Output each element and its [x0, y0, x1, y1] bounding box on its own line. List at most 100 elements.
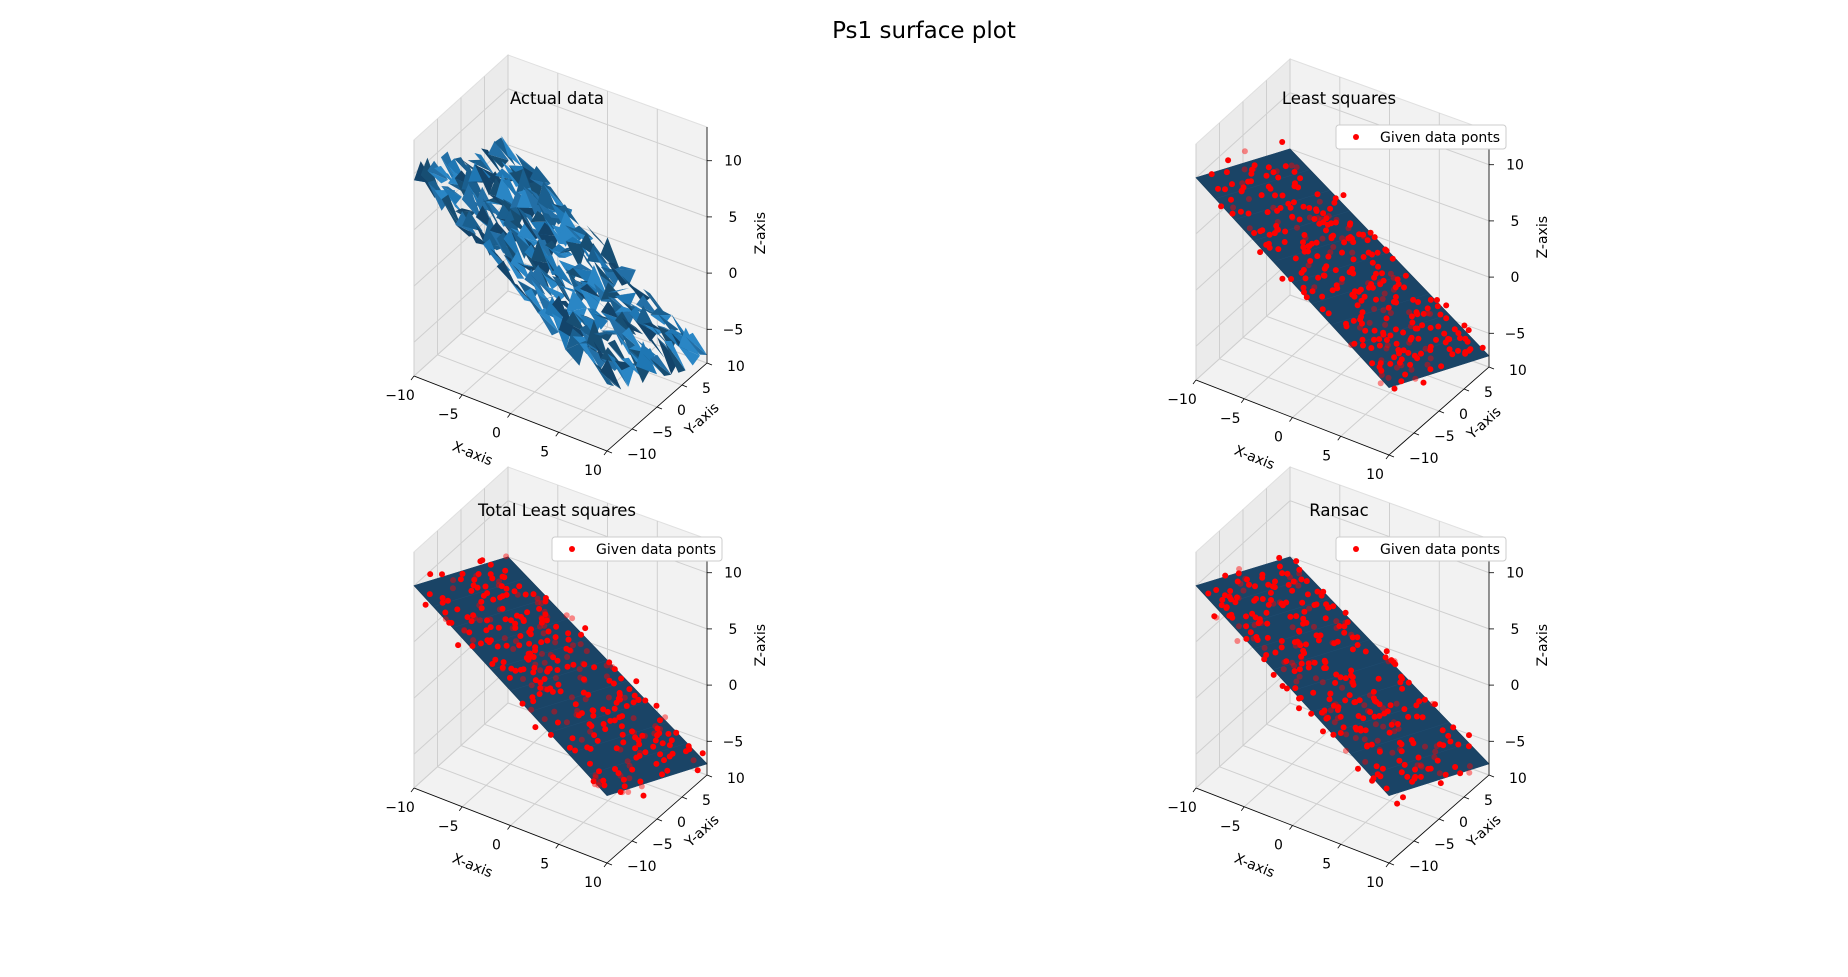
data-point [545, 628, 552, 635]
data-point [1278, 638, 1285, 644]
data-point [1327, 707, 1334, 714]
axes-3d-2: −10−50510−10−50510−50510X-axisY-axisZ-ax… [1167, 57, 1551, 483]
y-axis-label: Y-axis [681, 812, 722, 851]
data-point [1371, 234, 1378, 241]
data-point [1355, 765, 1361, 772]
data-point [1418, 350, 1424, 357]
data-point [1387, 702, 1394, 709]
x-tick-label: 10 [1366, 875, 1384, 891]
y-tick-label: 0 [1459, 815, 1468, 831]
data-point [1330, 244, 1337, 250]
data-point [661, 757, 667, 764]
data-point [552, 675, 559, 681]
data-point [527, 650, 534, 657]
data-point [1462, 335, 1469, 342]
data-point [1213, 614, 1220, 621]
data-point [469, 643, 476, 649]
data-point [1365, 280, 1372, 287]
data-point [439, 595, 446, 601]
data-point [1406, 309, 1413, 316]
data-point [618, 723, 625, 730]
data-point [1394, 800, 1401, 807]
data-point [541, 622, 548, 629]
data-point [1437, 780, 1444, 787]
data-point [1351, 293, 1358, 300]
data-point [1332, 219, 1339, 226]
legend-marker [1353, 134, 1359, 140]
data-point [618, 675, 625, 682]
data-point [1213, 587, 1220, 593]
data-point [630, 715, 637, 722]
data-point [1325, 310, 1332, 317]
data-point [1292, 579, 1299, 585]
data-point [569, 615, 576, 622]
y-tick-label: 5 [702, 381, 711, 397]
data-point [653, 760, 660, 767]
data-point [1389, 749, 1396, 756]
data-point [534, 599, 541, 606]
data-point [653, 702, 660, 709]
data-point [519, 700, 526, 707]
subplot-title: Total Least squares [477, 501, 636, 520]
legend: Given data ponts [1335, 124, 1507, 150]
data-point [522, 591, 529, 598]
data-point [1305, 243, 1312, 250]
data-point [1457, 335, 1463, 342]
data-point [1380, 705, 1387, 712]
data-point [1337, 674, 1344, 681]
data-point [552, 639, 559, 646]
y-tick-label: −5 [652, 837, 673, 853]
data-point [1341, 629, 1348, 636]
z-tick-label: −5 [1505, 326, 1526, 342]
data-point [590, 712, 597, 719]
data-point [606, 659, 613, 666]
data-point [1451, 326, 1458, 333]
x-tick-label: −10 [1167, 392, 1197, 408]
x-tick-label: −5 [1220, 411, 1241, 427]
data-point [553, 623, 560, 630]
data-point [1413, 713, 1420, 720]
scatter-points [422, 553, 706, 799]
data-point [1420, 310, 1427, 317]
subplot-title: Ransac [1309, 501, 1368, 520]
data-point [1339, 249, 1345, 256]
data-point [1400, 347, 1407, 354]
data-point [525, 656, 532, 663]
data-point [1298, 269, 1305, 276]
data-point [1320, 210, 1327, 217]
data-point [1452, 764, 1459, 770]
data-point [563, 719, 570, 726]
data-point [1317, 632, 1324, 639]
data-point [1405, 713, 1412, 720]
data-point [1245, 196, 1252, 202]
data-point [1357, 324, 1363, 331]
data-point [633, 754, 640, 761]
data-point [1283, 658, 1290, 665]
data-point [506, 674, 513, 681]
data-point [1432, 701, 1438, 708]
data-point [1261, 656, 1268, 663]
data-point [542, 611, 549, 618]
data-point [1308, 710, 1315, 717]
data-point [1316, 198, 1323, 205]
data-point [1442, 771, 1449, 778]
data-point [1362, 727, 1369, 734]
data-point [1388, 721, 1395, 728]
data-point [1360, 715, 1367, 722]
data-point [1323, 215, 1330, 222]
data-point [1406, 339, 1413, 346]
data-point [1398, 362, 1405, 369]
data-point [1291, 662, 1297, 669]
data-point [1334, 638, 1341, 645]
data-point [1300, 615, 1307, 622]
data-point [1383, 345, 1390, 352]
data-point [1211, 613, 1218, 620]
data-point [600, 777, 607, 784]
y-tick-label: 5 [1484, 793, 1493, 809]
data-point [650, 743, 657, 750]
data-point [1234, 638, 1241, 644]
data-point [1394, 721, 1401, 727]
data-point [587, 760, 593, 767]
data-point [1400, 794, 1406, 801]
data-point [1229, 210, 1236, 217]
